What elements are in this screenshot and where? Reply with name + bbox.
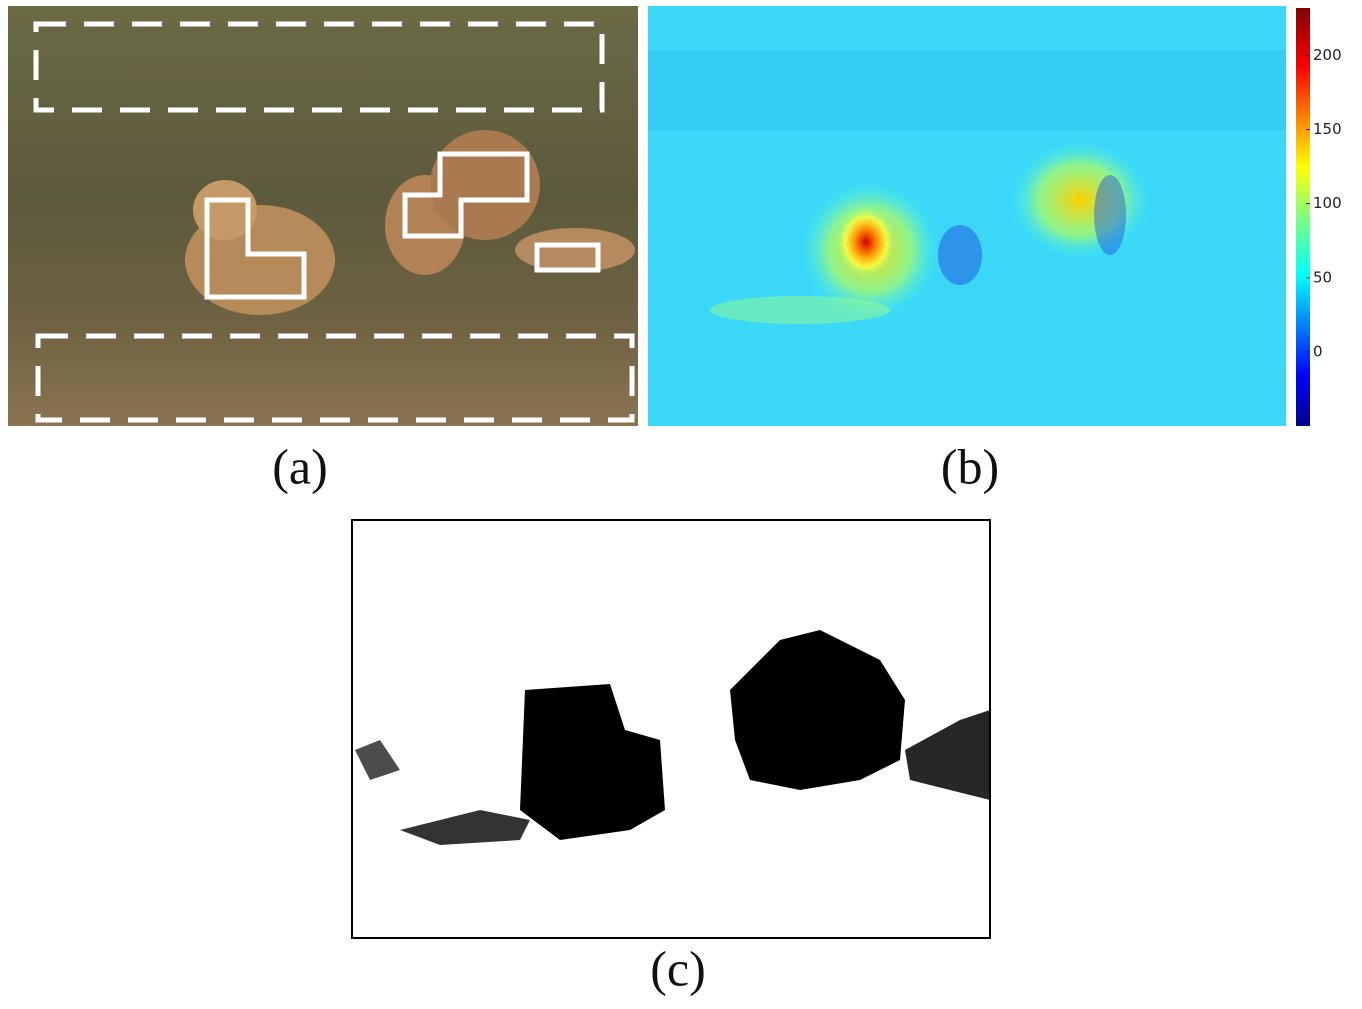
colorbar-tick-label: 200 — [1313, 46, 1342, 64]
colorbar-tick-label: 100 — [1313, 194, 1342, 212]
mask-panel — [352, 520, 990, 938]
panel-label: (b) — [941, 438, 999, 494]
colorbar-tick-label: 150 — [1313, 120, 1342, 138]
panel-label: (c) — [650, 940, 706, 996]
panel-label: (a) — [272, 438, 328, 494]
colorbar-tick-label: 0 — [1313, 342, 1323, 360]
colorbar — [1296, 8, 1310, 426]
colorbar-tick-label: 50 — [1313, 268, 1332, 286]
heatmap-panel — [648, 6, 1286, 426]
figure: (a) (b) (c) 0 50 100 150 200 — [0, 0, 1362, 1009]
photo-panel — [8, 6, 638, 426]
